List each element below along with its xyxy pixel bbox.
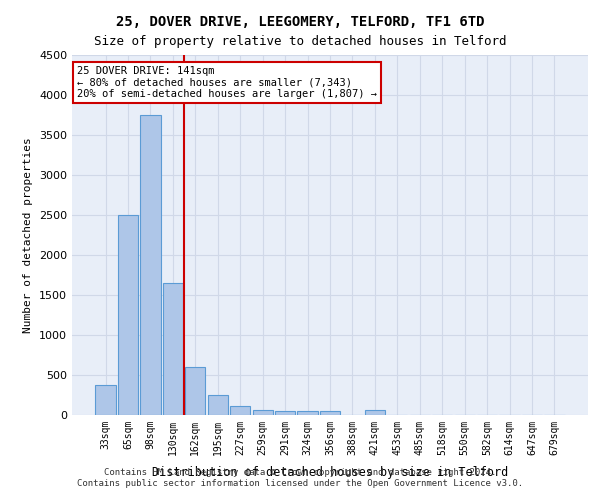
Bar (95, 384, 116, 415)
Bar (298, 411, 317, 415)
Bar (253, 410, 273, 415)
Text: Size of property relative to detached houses in Telford: Size of property relative to detached ho… (94, 35, 506, 48)
Text: 25, DOVER DRIVE, LEEGOMERY, TELFORD, TF1 6TD: 25, DOVER DRIVE, LEEGOMERY, TELFORD, TF1… (116, 15, 484, 29)
Y-axis label: Number of detached properties: Number of detached properties (23, 137, 34, 333)
Bar (140, 115, 161, 415)
Bar (208, 395, 228, 415)
Bar (365, 410, 385, 415)
Bar (118, 215, 138, 415)
Text: Contains HM Land Registry data © Crown copyright and database right 2024.
Contai: Contains HM Land Registry data © Crown c… (77, 468, 523, 487)
Bar (185, 367, 205, 415)
Bar (230, 406, 250, 415)
Text: 25 DOVER DRIVE: 141sqm
← 80% of detached houses are smaller (7,343)
20% of semi-: 25 DOVER DRIVE: 141sqm ← 80% of detached… (77, 66, 377, 99)
X-axis label: Distribution of detached houses by size in Telford: Distribution of detached houses by size … (152, 466, 508, 479)
Bar (320, 411, 340, 415)
Bar (163, 283, 183, 415)
Bar (275, 411, 295, 415)
